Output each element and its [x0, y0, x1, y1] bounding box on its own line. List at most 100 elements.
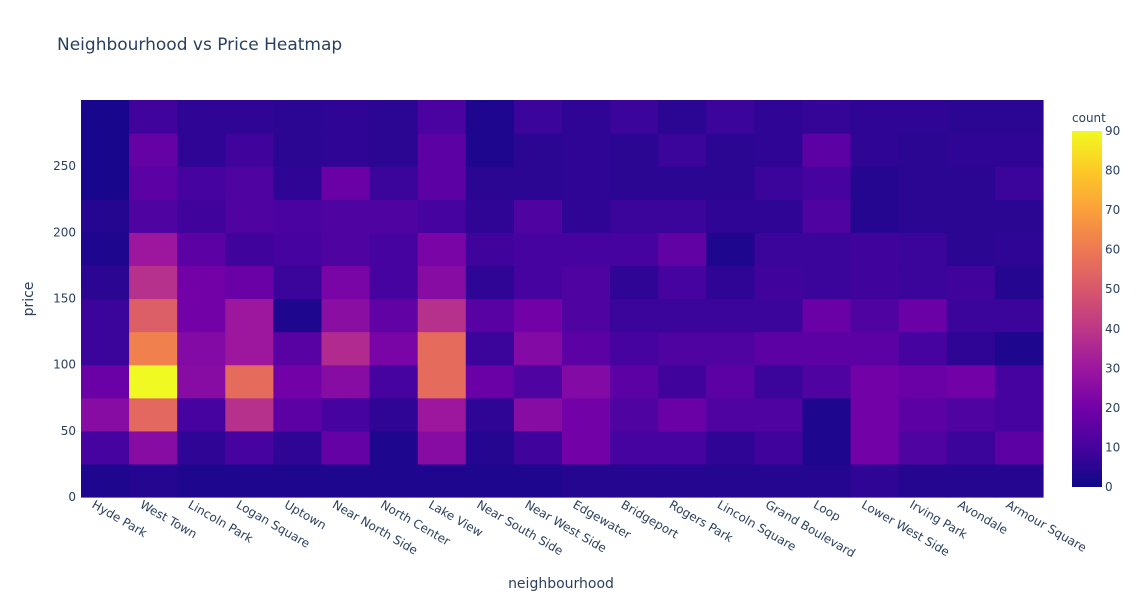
- heatmap-cell: [946, 133, 996, 167]
- colorbar-tick-label: 30: [1105, 361, 1120, 375]
- x-tick-label: Near South Side: [474, 497, 565, 558]
- colorbar-ticks: 0 10 20 30 40 50 60 70 80 90: [1105, 124, 1120, 494]
- heatmap-cell: [898, 463, 948, 498]
- heatmap-cell: [994, 232, 1044, 267]
- heatmap-cell: [225, 364, 274, 399]
- colorbar-title: count: [1072, 111, 1106, 125]
- heatmap-cell: [754, 166, 804, 200]
- heatmap-cell: [610, 463, 659, 498]
- heatmap-cell: [850, 298, 900, 333]
- heatmap-cell: [369, 199, 419, 233]
- heatmap-cell: [81, 265, 130, 300]
- heatmap-cell: [81, 232, 130, 267]
- heatmap-cell: [754, 463, 804, 498]
- heatmap-cell: [129, 133, 178, 167]
- heatmap-cell: [658, 364, 707, 399]
- heatmap-cell: [850, 232, 900, 267]
- heatmap-cell: [946, 100, 996, 134]
- heatmap-cell: [898, 199, 948, 233]
- heatmap-cell: [513, 364, 563, 399]
- heatmap-cell: [706, 430, 755, 465]
- heatmap-cell: [658, 265, 707, 300]
- heatmap-cell: [898, 133, 948, 167]
- heatmap-cell: [81, 397, 130, 432]
- heatmap-cell: [321, 430, 371, 465]
- heatmap-cell: [898, 331, 948, 366]
- heatmap-cell: [802, 199, 852, 233]
- heatmap-cell: [562, 397, 611, 432]
- heatmap-cell: [658, 331, 707, 366]
- heatmap-cell: [562, 133, 611, 167]
- heatmap-cell: [465, 265, 515, 300]
- heatmap-cell: [321, 364, 371, 399]
- heatmap-cell: [754, 298, 804, 333]
- heatmap-cell: [802, 397, 852, 432]
- heatmap-cell: [225, 265, 274, 300]
- heatmap-cell: [706, 265, 755, 300]
- heatmap-cell: [754, 265, 804, 300]
- heatmap-cell: [129, 199, 178, 233]
- heatmap-cell: [513, 232, 563, 267]
- heatmap-cell: [177, 166, 226, 200]
- heatmap-cell: [802, 166, 852, 200]
- heatmap-cell: [129, 463, 178, 498]
- colorbar-tick-label: 80: [1105, 164, 1120, 178]
- heatmap-cell: [562, 331, 611, 366]
- heatmap-cell: [417, 397, 467, 432]
- heatmap-cell: [850, 199, 900, 233]
- heatmap-cell: [177, 199, 226, 233]
- heatmap-cell: [369, 364, 419, 399]
- heatmap-cell: [850, 430, 900, 465]
- heatmap-cell: [321, 232, 371, 267]
- heatmap-cell: [177, 364, 226, 399]
- x-tick-label: Armour Square: [1003, 497, 1088, 554]
- heatmap-cell: [706, 232, 755, 267]
- heatmap-cell: [417, 199, 467, 233]
- heatmap-cell: [562, 199, 611, 233]
- heatmap-cell: [369, 100, 419, 134]
- colorbar-tick-label: 60: [1105, 243, 1120, 257]
- heatmap-cell: [369, 298, 419, 333]
- heatmap-cell: [273, 331, 323, 366]
- heatmap-cell: [225, 397, 274, 432]
- heatmap-cell: [273, 100, 323, 134]
- heatmap-cell: [321, 298, 371, 333]
- heatmap-cell: [994, 199, 1044, 233]
- heatmap-cell: [610, 430, 659, 465]
- heatmap-cell: [417, 463, 467, 498]
- heatmap-cell: [802, 463, 852, 498]
- heatmap-cell: [898, 232, 948, 267]
- heatmap-cell: [898, 397, 948, 432]
- y-tick-label: 100: [53, 358, 76, 372]
- heatmap-cell: [994, 397, 1044, 432]
- heatmap-cell: [658, 298, 707, 333]
- heatmap-cell: [129, 331, 178, 366]
- heatmap-cell: [417, 364, 467, 399]
- heatmap-cell: [706, 166, 755, 200]
- y-axis-ticks: 0 50 100 150 200 250: [53, 159, 76, 504]
- heatmap-cell: [562, 166, 611, 200]
- heatmap-cell: [417, 265, 467, 300]
- heatmap-cell: [658, 199, 707, 233]
- heatmap-cell: [273, 232, 323, 267]
- heatmap-cell: [513, 265, 563, 300]
- heatmap-cell: [658, 100, 707, 134]
- colorbar-tick-label: 40: [1105, 322, 1120, 336]
- heatmap-cell: [273, 463, 323, 498]
- heatmap-cell: [946, 430, 996, 465]
- heatmap-cell: [513, 100, 563, 134]
- heatmap-cell: [513, 199, 563, 233]
- heatmap-cell: [129, 298, 178, 333]
- heatmap-cells: [81, 100, 1044, 498]
- heatmap-cell: [610, 331, 659, 366]
- heatmap-cell: [562, 430, 611, 465]
- heatmap-cell: [177, 133, 226, 167]
- heatmap-cell: [610, 232, 659, 267]
- heatmap-cell: [129, 397, 178, 432]
- heatmap-cell: [898, 430, 948, 465]
- colorbar-tick-label: 20: [1105, 401, 1120, 415]
- heatmap-cell: [802, 298, 852, 333]
- heatmap-cell: [417, 298, 467, 333]
